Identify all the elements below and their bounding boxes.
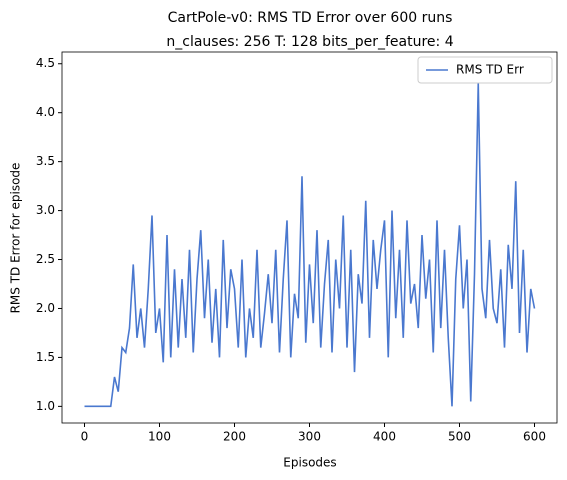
x-tick-label: 500 <box>448 430 471 444</box>
y-tick-label: 1.0 <box>36 399 55 413</box>
x-tick-label: 100 <box>148 430 171 444</box>
legend-label: RMS TD Err <box>456 63 524 77</box>
y-tick-label: 1.5 <box>36 350 55 364</box>
x-tick-label: 300 <box>298 430 321 444</box>
y-tick-label: 4.5 <box>36 56 55 70</box>
x-axis-label: Episodes <box>283 456 336 470</box>
y-axis-label: RMS TD Error for episode <box>9 163 23 314</box>
legend-box <box>417 56 553 84</box>
x-tick-label: 400 <box>373 430 396 444</box>
y-tick-label: 2.0 <box>36 301 55 315</box>
plot-frame <box>61 51 558 424</box>
x-tick-label: 200 <box>223 430 246 444</box>
y-tick-label: 3.0 <box>36 203 55 217</box>
y-tick-label: 2.5 <box>36 252 55 266</box>
x-tick-label: 600 <box>523 430 546 444</box>
data-line <box>84 83 536 408</box>
chart-subtitle: n_clauses: 256 T: 128 bits_per_feature: … <box>166 34 453 50</box>
y-tick-label: 4.0 <box>36 105 55 119</box>
y-tick-label: 3.5 <box>36 154 55 168</box>
chart-title: CartPole-v0: RMS TD Error over 600 runs <box>168 10 453 26</box>
x-tick-label: 0 <box>81 430 89 444</box>
